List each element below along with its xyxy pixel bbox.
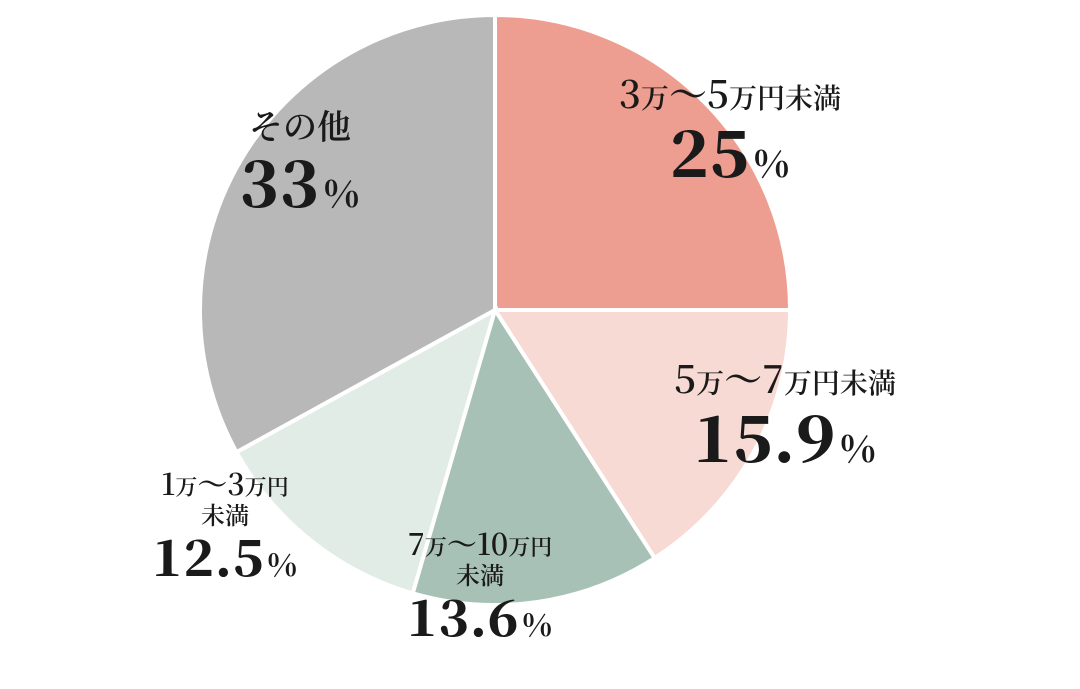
slice-value: 13.6%	[407, 587, 553, 645]
slice-title: 7万～10万円	[407, 525, 553, 560]
slice-value: 15.9%	[674, 399, 896, 473]
slice-title: 1万～3万円	[152, 465, 298, 500]
chart-stage: 3万～5万円未満25% 5万～7万円未満15.9% 7万～10万円未満13.6% 1万…	[0, 0, 1080, 689]
slice-value: 25%	[619, 114, 841, 188]
slice-value: 33%	[240, 144, 361, 218]
slice-label-s2: 5万～7万円未満15.9%	[674, 355, 896, 472]
slice-label-s1: 3万～5万円未満25%	[619, 70, 841, 187]
slice-label-s4: 1万～3万円未満12.5%	[152, 465, 298, 585]
slice-label-s5: その他33%	[240, 105, 361, 218]
slice-value: 12.5%	[152, 527, 298, 585]
slice-label-s3: 7万～10万円未満13.6%	[407, 525, 553, 645]
